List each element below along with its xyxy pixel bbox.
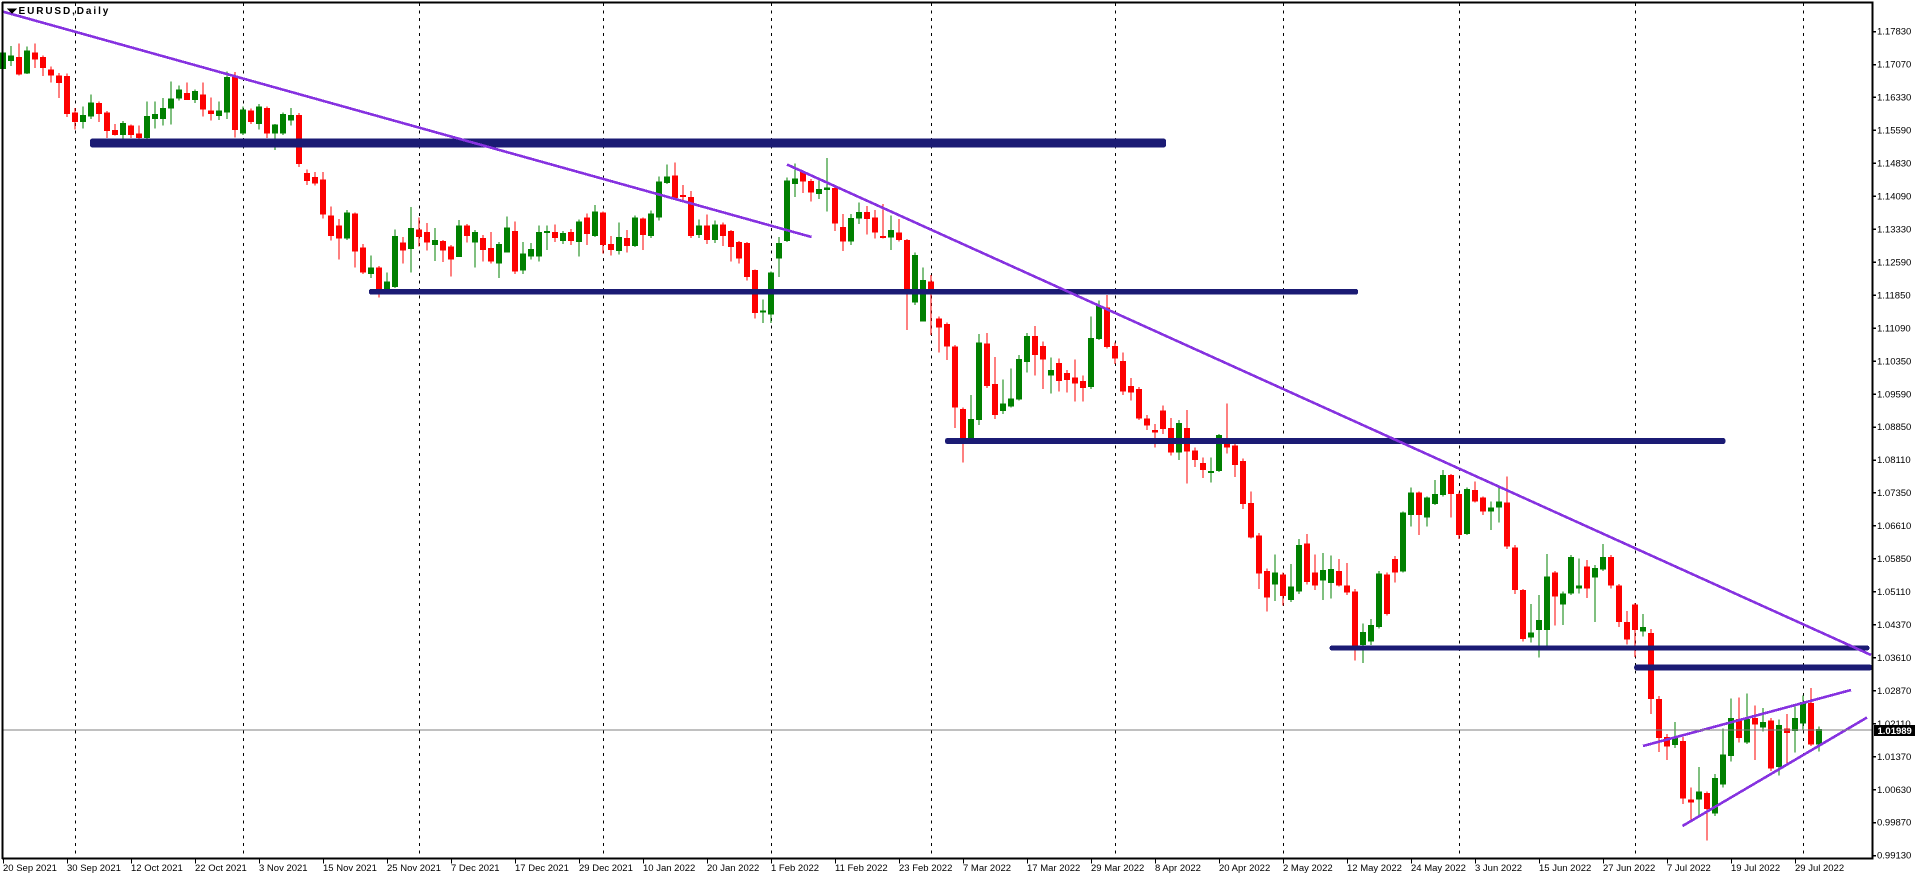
svg-text:2 May 2022: 2 May 2022 bbox=[1283, 863, 1333, 874]
svg-text:22 Oct 2021: 22 Oct 2021 bbox=[195, 863, 247, 874]
svg-text:7 Mar 2022: 7 Mar 2022 bbox=[963, 863, 1011, 874]
svg-text:1.06610: 1.06610 bbox=[1877, 521, 1911, 532]
svg-text:1.07350: 1.07350 bbox=[1877, 488, 1911, 499]
svg-text:0.99130: 0.99130 bbox=[1877, 851, 1911, 862]
svg-text:23 Feb 2022: 23 Feb 2022 bbox=[899, 863, 952, 874]
svg-text:3 Jun 2022: 3 Jun 2022 bbox=[1475, 863, 1522, 874]
svg-text:0.99870: 0.99870 bbox=[1877, 818, 1911, 829]
svg-text:1.00630: 1.00630 bbox=[1877, 785, 1911, 796]
svg-text:1.17070: 1.17070 bbox=[1877, 60, 1911, 71]
svg-text:15 Jun 2022: 15 Jun 2022 bbox=[1539, 863, 1591, 874]
svg-text:3 Nov 2021: 3 Nov 2021 bbox=[259, 863, 308, 874]
svg-text:1.17830: 1.17830 bbox=[1877, 27, 1911, 38]
svg-text:27 Jun 2022: 27 Jun 2022 bbox=[1603, 863, 1655, 874]
svg-text:1.11850: 1.11850 bbox=[1877, 290, 1911, 301]
svg-text:1.16330: 1.16330 bbox=[1877, 93, 1911, 104]
svg-text:1.08850: 1.08850 bbox=[1877, 422, 1911, 433]
svg-text:1.15590: 1.15590 bbox=[1877, 126, 1911, 137]
svg-text:12 Oct 2021: 12 Oct 2021 bbox=[131, 863, 183, 874]
svg-text:7 Jul 2022: 7 Jul 2022 bbox=[1667, 863, 1711, 874]
svg-text:20 Sep 2021: 20 Sep 2021 bbox=[3, 863, 57, 874]
svg-text:19 Jul 2022: 19 Jul 2022 bbox=[1731, 863, 1780, 874]
svg-text:1.10350: 1.10350 bbox=[1877, 356, 1911, 367]
svg-text:17 Dec 2021: 17 Dec 2021 bbox=[515, 863, 569, 874]
svg-text:1.14830: 1.14830 bbox=[1877, 159, 1911, 170]
svg-text:1.02870: 1.02870 bbox=[1877, 686, 1911, 697]
svg-text:1.02110: 1.02110 bbox=[1877, 719, 1911, 730]
svg-text:20 Apr 2022: 20 Apr 2022 bbox=[1219, 863, 1270, 874]
svg-text:17 Mar 2022: 17 Mar 2022 bbox=[1027, 863, 1080, 874]
svg-text:29 Mar 2022: 29 Mar 2022 bbox=[1091, 863, 1144, 874]
svg-text:11 Feb 2022: 11 Feb 2022 bbox=[835, 863, 888, 874]
svg-text:24 May 2022: 24 May 2022 bbox=[1411, 863, 1466, 874]
svg-text:15 Nov 2021: 15 Nov 2021 bbox=[323, 863, 377, 874]
svg-text:1.12590: 1.12590 bbox=[1877, 257, 1911, 268]
svg-text:1.13330: 1.13330 bbox=[1877, 225, 1911, 236]
svg-text:20 Jan 2022: 20 Jan 2022 bbox=[707, 863, 759, 874]
svg-text:10 Jan 2022: 10 Jan 2022 bbox=[643, 863, 695, 874]
svg-text:8 Apr 2022: 8 Apr 2022 bbox=[1155, 863, 1201, 874]
svg-text:29 Dec 2021: 29 Dec 2021 bbox=[579, 863, 633, 874]
svg-text:1.05110: 1.05110 bbox=[1877, 587, 1911, 598]
svg-text:1.01989: 1.01989 bbox=[1878, 726, 1912, 737]
svg-text:29 Jul 2022: 29 Jul 2022 bbox=[1795, 863, 1844, 874]
svg-text:1.05850: 1.05850 bbox=[1877, 554, 1911, 565]
svg-text:EURUSD,Daily: EURUSD,Daily bbox=[19, 6, 111, 17]
svg-text:1.08110: 1.08110 bbox=[1877, 455, 1911, 466]
svg-text:30 Sep 2021: 30 Sep 2021 bbox=[67, 863, 121, 874]
svg-text:1.09590: 1.09590 bbox=[1877, 389, 1911, 400]
svg-text:1.04370: 1.04370 bbox=[1877, 620, 1911, 631]
svg-text:7 Dec 2021: 7 Dec 2021 bbox=[451, 863, 500, 874]
svg-text:1.03610: 1.03610 bbox=[1877, 653, 1911, 664]
svg-text:1.11090: 1.11090 bbox=[1877, 323, 1911, 334]
svg-text:1.01370: 1.01370 bbox=[1877, 752, 1911, 763]
svg-text:12 May 2022: 12 May 2022 bbox=[1347, 863, 1402, 874]
svg-text:1 Feb 2022: 1 Feb 2022 bbox=[771, 863, 819, 874]
svg-text:1.14090: 1.14090 bbox=[1877, 192, 1911, 203]
svg-text:25 Nov 2021: 25 Nov 2021 bbox=[387, 863, 441, 874]
